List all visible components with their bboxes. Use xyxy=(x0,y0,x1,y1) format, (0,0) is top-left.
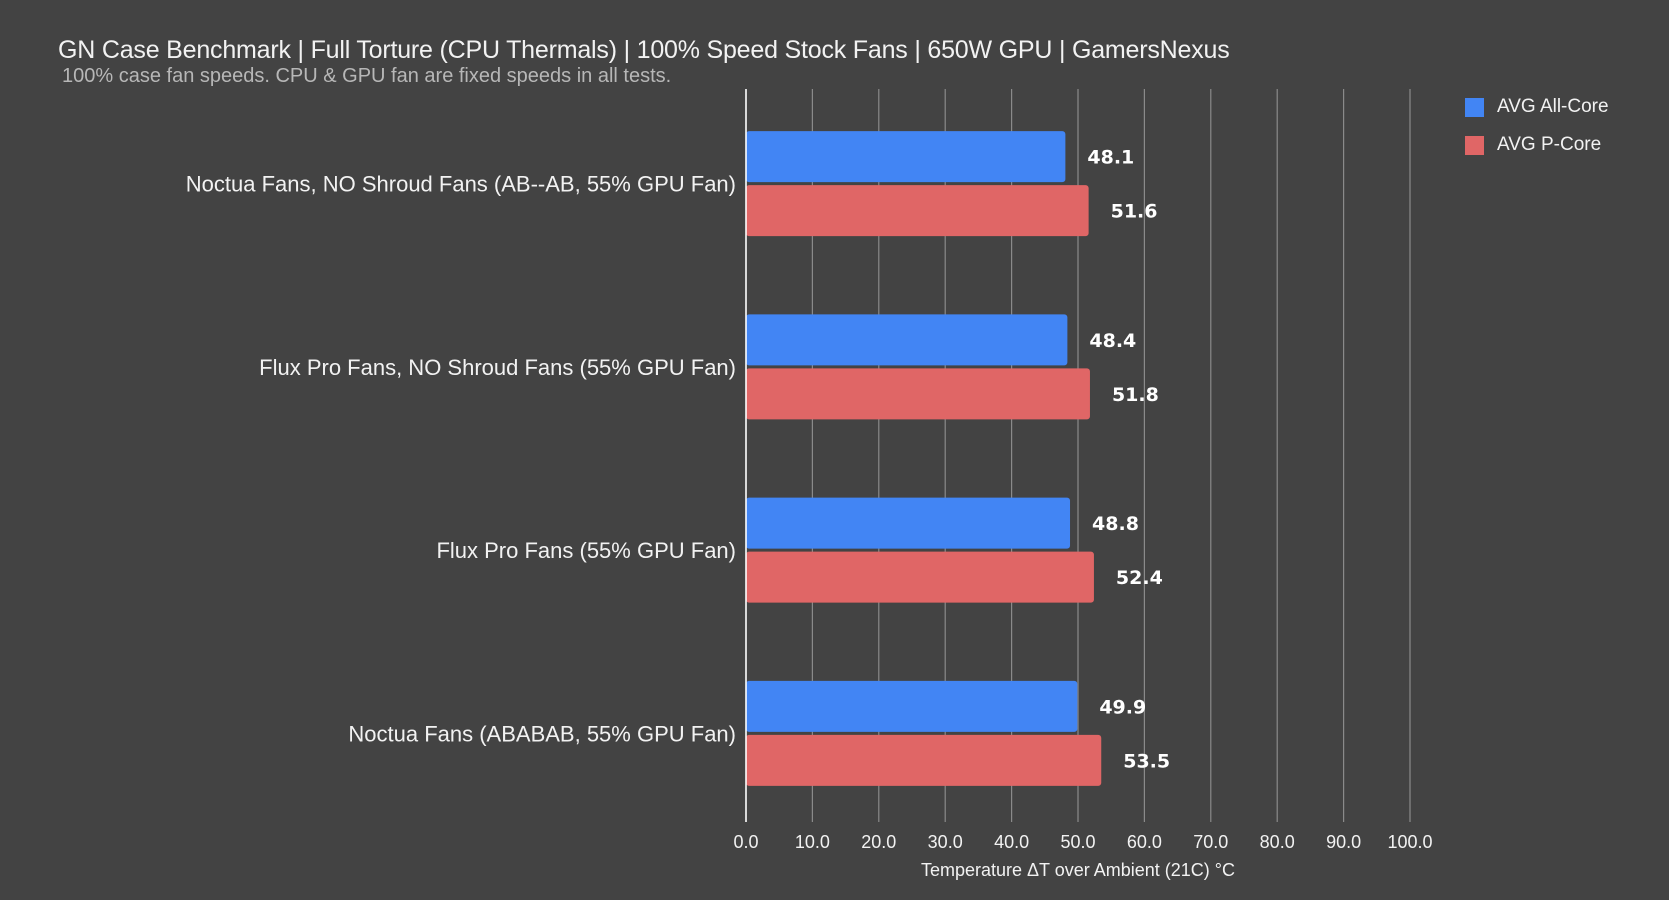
x-tick-label: 20.0 xyxy=(861,832,896,852)
chart-title: GN Case Benchmark | Full Torture (CPU Th… xyxy=(58,36,1230,64)
legend-label: AVG P-Core xyxy=(1497,134,1602,155)
bar-avg-p-core[interactable] xyxy=(746,185,1089,237)
category-label: Noctua Fans, NO Shroud Fans (AB--AB, 55%… xyxy=(186,172,736,197)
x-tick-label: 70.0 xyxy=(1193,832,1228,852)
chart-subtitle: 100% case fan speeds. CPU & GPU fan are … xyxy=(62,65,672,87)
legend-swatch-avg-all-core xyxy=(1465,97,1484,117)
data-label: 49.9 xyxy=(1099,696,1146,718)
bar-avg-all-core[interactable] xyxy=(746,680,1078,732)
bar-avg-p-core[interactable] xyxy=(746,551,1094,603)
x-tick-label: 40.0 xyxy=(994,832,1029,852)
legend-label: AVG All-Core xyxy=(1497,96,1609,117)
category-label: Noctua Fans (ABABAB, 55% GPU Fan) xyxy=(348,721,736,746)
category-label: Flux Pro Fans, NO Shroud Fans (55% GPU F… xyxy=(259,355,736,380)
data-label: 51.8 xyxy=(1112,384,1159,406)
data-label: 48.4 xyxy=(1089,330,1136,352)
bar-avg-p-core[interactable] xyxy=(746,368,1090,420)
bar-avg-p-core[interactable] xyxy=(746,734,1102,786)
x-tick-label: 0.0 xyxy=(733,832,758,852)
x-tick-label: 30.0 xyxy=(928,832,963,852)
bars xyxy=(746,131,1102,786)
data-label: 52.4 xyxy=(1116,567,1163,589)
category-label: Flux Pro Fans (55% GPU Fan) xyxy=(436,538,736,563)
x-tick-label: 60.0 xyxy=(1127,832,1162,852)
data-label: 51.6 xyxy=(1111,201,1158,223)
data-label: 48.8 xyxy=(1092,513,1139,535)
bar-avg-all-core[interactable] xyxy=(746,314,1068,366)
x-axis-title: Temperature ΔT over Ambient (21C) °C xyxy=(921,860,1235,880)
bar-avg-all-core[interactable] xyxy=(746,131,1066,183)
data-label: 53.5 xyxy=(1123,750,1170,772)
labels: 0.0 10.0 20.0 30.0 40.0 50.0 60.0 70.0 80.0 90.0 1… xyxy=(186,147,1433,880)
data-label: 48.1 xyxy=(1087,147,1134,169)
legend-swatch-avg-p-core xyxy=(1465,135,1484,155)
x-tick-label: 80.0 xyxy=(1260,832,1295,852)
x-tick-label: 90.0 xyxy=(1326,832,1361,852)
x-tick-label: 10.0 xyxy=(795,832,830,852)
legend-item-avg-all-core[interactable]: AVG All-Core xyxy=(1465,88,1609,126)
bar-avg-all-core[interactable] xyxy=(746,497,1071,549)
x-tick-label: 50.0 xyxy=(1060,832,1095,852)
legend-item-avg-p-core[interactable]: AVG P-Core xyxy=(1465,126,1609,164)
x-tick-label: 100.0 xyxy=(1387,832,1432,852)
legend: AVG All-Core AVG P-Core xyxy=(1465,88,1609,164)
